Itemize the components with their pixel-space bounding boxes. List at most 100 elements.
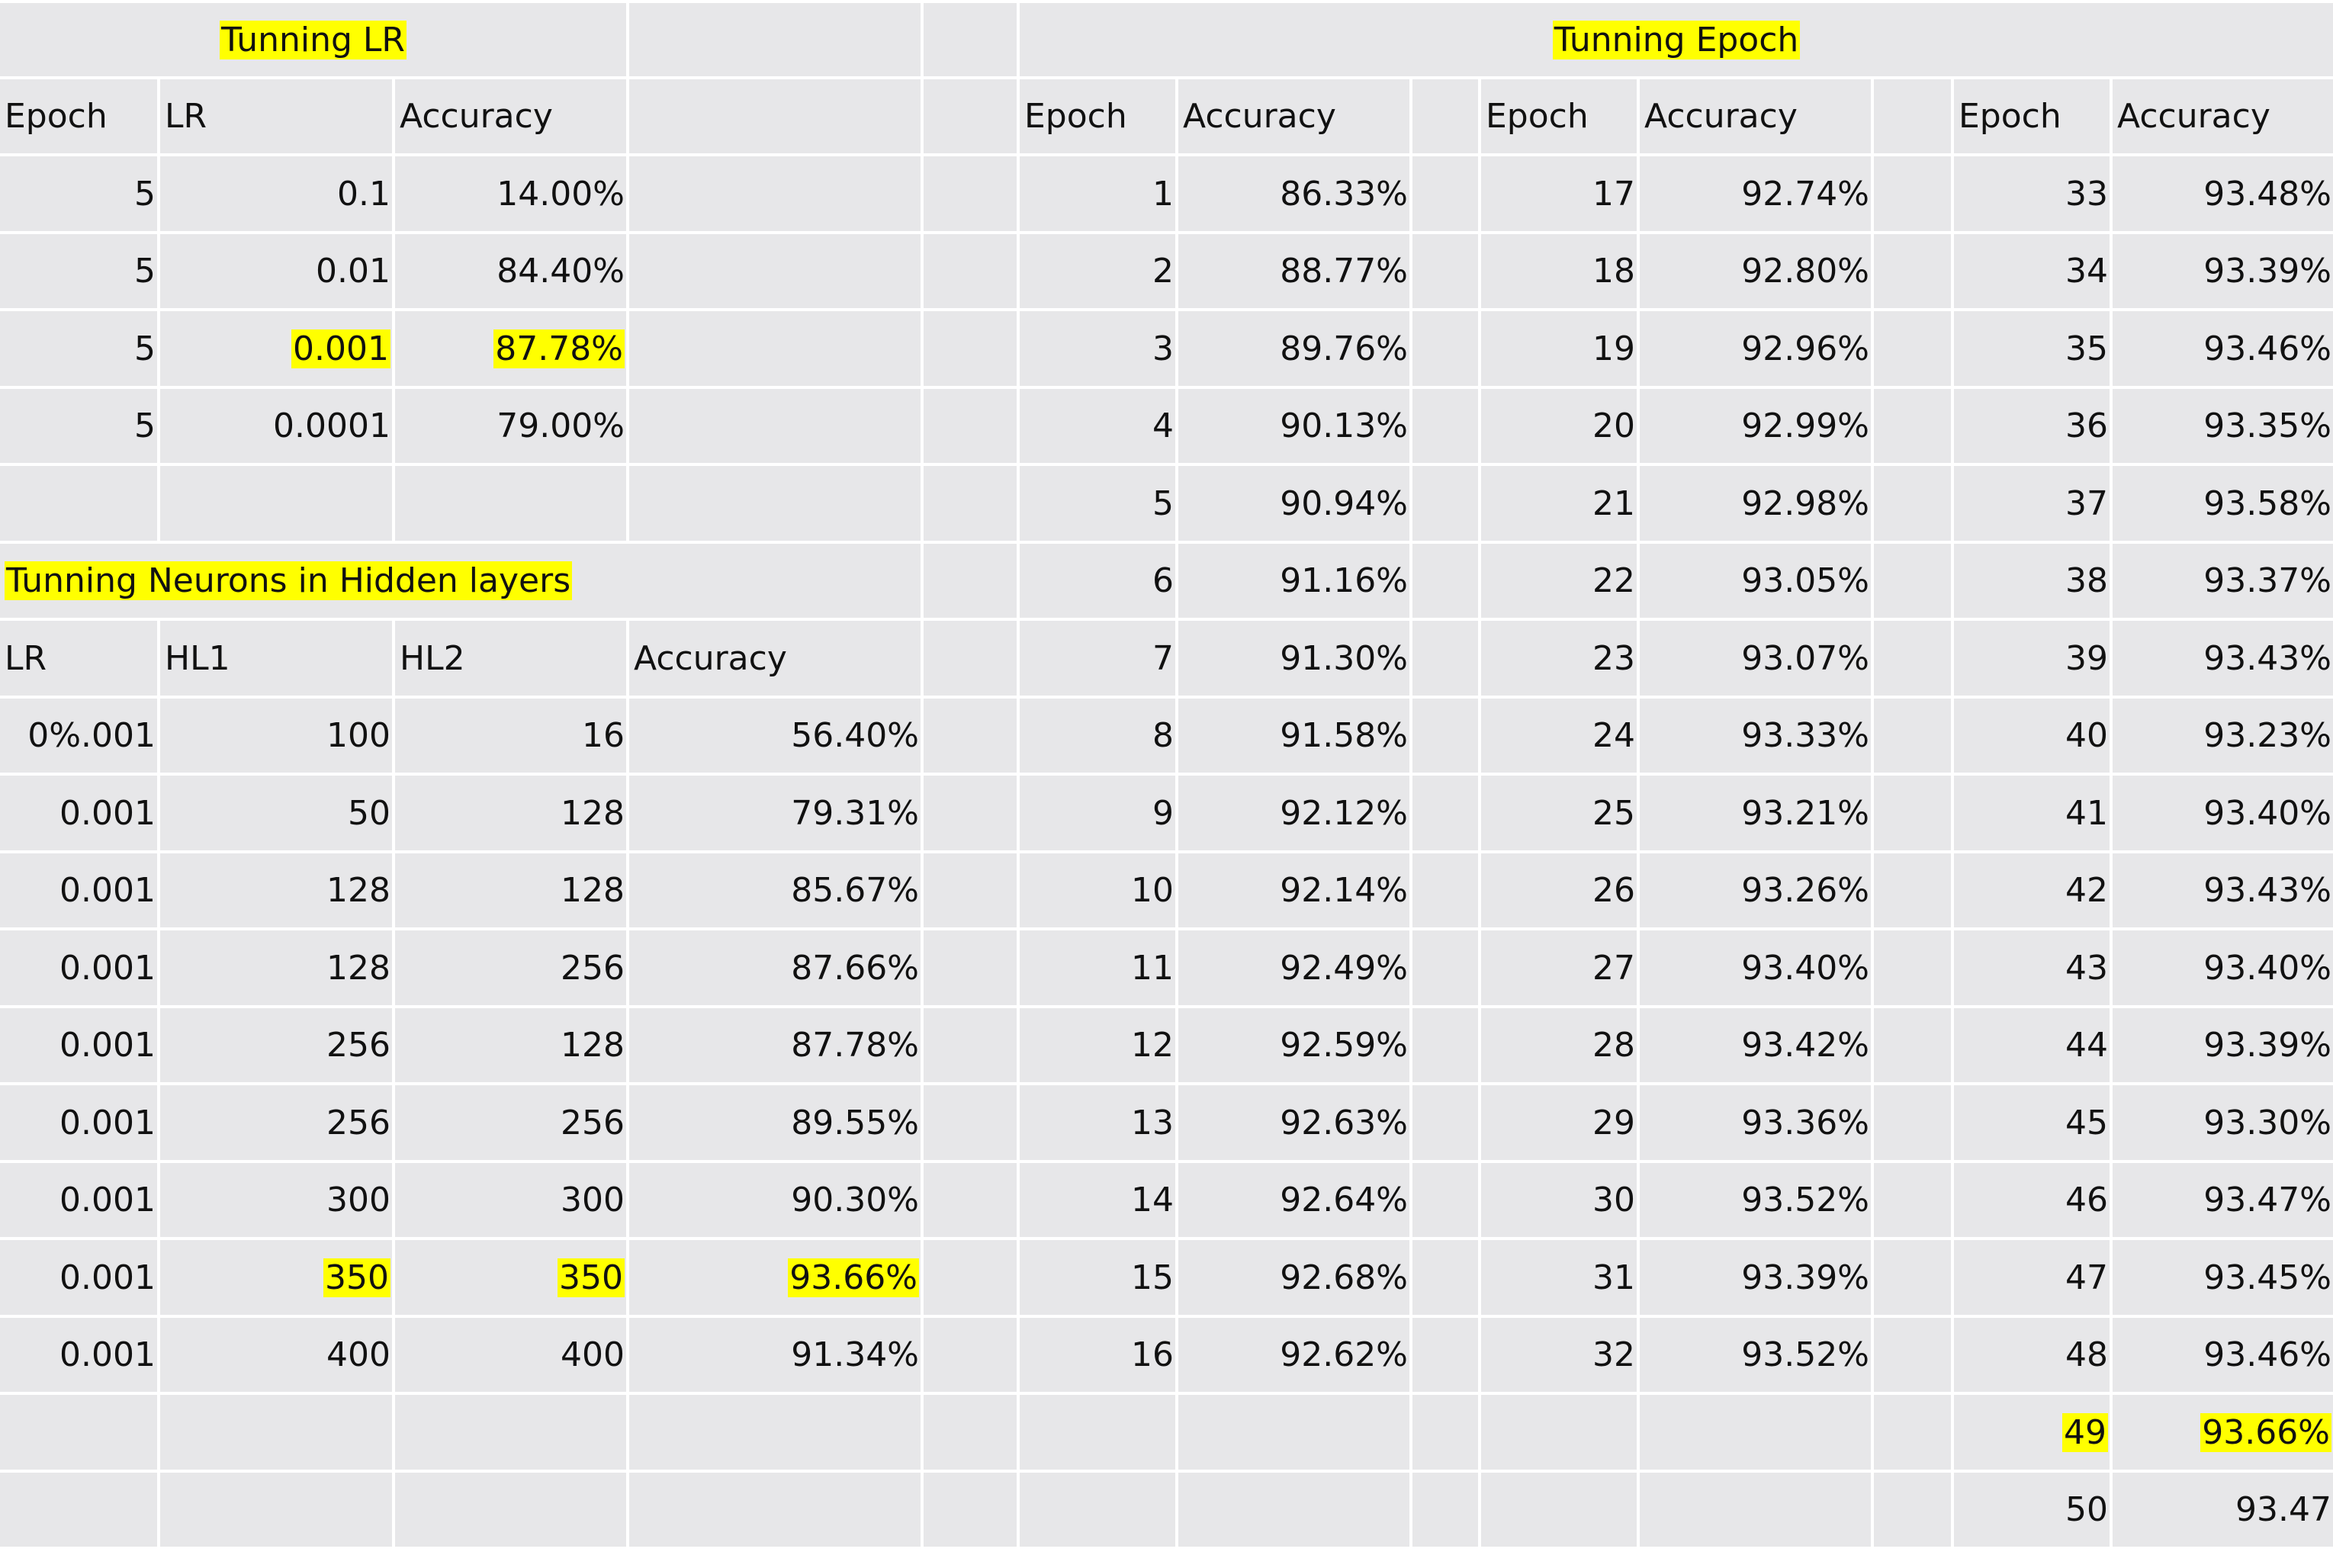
neurons-cell[interactable]: 128 <box>395 776 626 850</box>
lr-cell[interactable]: 14.00% <box>395 156 626 231</box>
epoch-accuracy[interactable]: 90.94% <box>1178 466 1409 541</box>
epoch-accuracy[interactable]: 93.35% <box>2113 389 2333 463</box>
empty-cell[interactable] <box>395 466 626 541</box>
empty-cell[interactable] <box>0 1395 157 1470</box>
empty-cell[interactable] <box>629 1473 921 1547</box>
epoch-number[interactable]: 35 <box>1954 311 2110 386</box>
empty-cell[interactable] <box>629 234 921 308</box>
epoch-accuracy[interactable]: 93.46% <box>2113 311 2333 386</box>
epoch-accuracy[interactable]: 93.39% <box>2113 1008 2333 1082</box>
epoch-accuracy[interactable]: 93.23% <box>2113 699 2333 773</box>
empty-cell[interactable] <box>924 234 1017 308</box>
epoch-accuracy[interactable]: 93.39% <box>2113 234 2333 308</box>
empty-cell[interactable] <box>1874 699 1951 773</box>
empty-cell[interactable] <box>1412 1395 1478 1470</box>
empty-cell[interactable] <box>1874 156 1951 231</box>
neurons-cell[interactable]: 128 <box>160 930 392 1005</box>
epoch-number[interactable]: 19 <box>1481 311 1637 386</box>
neurons-cell[interactable]: 85.67% <box>629 853 921 927</box>
epoch-number[interactable]: 18 <box>1481 234 1637 308</box>
lr-header-accuracy[interactable]: Accuracy <box>395 79 626 153</box>
empty-cell[interactable] <box>1412 79 1478 153</box>
empty-cell[interactable] <box>1640 1395 1871 1470</box>
neurons-cell[interactable]: 93.66% <box>629 1240 921 1315</box>
empty-cell[interactable] <box>160 1395 392 1470</box>
empty-cell[interactable] <box>1412 776 1478 850</box>
epoch-accuracy[interactable]: 92.49% <box>1178 930 1409 1005</box>
epoch-number[interactable]: 25 <box>1481 776 1637 850</box>
epoch-accuracy[interactable]: 93.42% <box>1640 1008 1871 1082</box>
neurons-cell[interactable]: 0.001 <box>0 1085 157 1160</box>
empty-cell[interactable] <box>629 79 921 153</box>
neurons-cell[interactable]: 87.66% <box>629 930 921 1005</box>
epoch-number[interactable]: 8 <box>1020 699 1175 773</box>
neurons-cell[interactable]: 56.40% <box>629 699 921 773</box>
epoch-accuracy[interactable]: 92.59% <box>1178 1008 1409 1082</box>
epoch-number[interactable]: 5 <box>1020 466 1175 541</box>
epoch-number[interactable]: 50 <box>1954 1473 2110 1547</box>
empty-cell[interactable] <box>1874 311 1951 386</box>
lr-cell[interactable]: 79.00% <box>395 389 626 463</box>
neurons-cell[interactable]: 350 <box>160 1240 392 1315</box>
neurons-cell[interactable]: 0.001 <box>0 930 157 1005</box>
epoch-accuracy[interactable]: 93.26% <box>1640 853 1871 927</box>
lr-cell[interactable]: 0.0001 <box>160 389 392 463</box>
empty-cell[interactable] <box>924 389 1017 463</box>
epoch-accuracy[interactable]: 88.77% <box>1178 234 1409 308</box>
epoch-number[interactable]: 24 <box>1481 699 1637 773</box>
neurons-header-hl2[interactable]: HL2 <box>395 621 626 696</box>
neurons-cell[interactable]: 350 <box>395 1240 626 1315</box>
epoch-number[interactable]: 14 <box>1020 1163 1175 1237</box>
epoch-accuracy[interactable]: 92.62% <box>1178 1318 1409 1392</box>
neurons-cell[interactable]: 300 <box>395 1163 626 1237</box>
epoch-number[interactable]: 32 <box>1481 1318 1637 1392</box>
lr-cell[interactable]: 0.01 <box>160 234 392 308</box>
epoch-number[interactable]: 49 <box>1954 1395 2110 1470</box>
epoch-number[interactable]: 17 <box>1481 156 1637 231</box>
empty-cell[interactable] <box>1412 544 1478 618</box>
empty-cell[interactable] <box>1178 1473 1409 1547</box>
empty-cell[interactable] <box>1874 930 1951 1005</box>
neurons-cell[interactable]: 16 <box>395 699 626 773</box>
epoch-accuracy[interactable]: 93.39% <box>1640 1240 1871 1315</box>
empty-cell[interactable] <box>1412 1240 1478 1315</box>
neurons-cell[interactable]: 0.001 <box>0 1163 157 1237</box>
empty-cell[interactable] <box>1874 389 1951 463</box>
epoch-accuracy[interactable]: 93.40% <box>2113 776 2333 850</box>
empty-cell[interactable] <box>1874 1473 1951 1547</box>
epoch-number[interactable]: 22 <box>1481 544 1637 618</box>
epoch-accuracy[interactable]: 93.30% <box>2113 1085 2333 1160</box>
accuracy-header[interactable]: Accuracy <box>2113 79 2333 153</box>
epoch-number[interactable]: 11 <box>1020 930 1175 1005</box>
epoch-number[interactable]: 29 <box>1481 1085 1637 1160</box>
neurons-cell[interactable]: 91.34% <box>629 1318 921 1392</box>
epoch-accuracy[interactable]: 93.37% <box>2113 544 2333 618</box>
neurons-section-title[interactable]: Tunning Neurons in Hidden layers <box>0 544 921 618</box>
epoch-accuracy[interactable]: 93.21% <box>1640 776 1871 850</box>
accuracy-header[interactable]: Accuracy <box>1640 79 1871 153</box>
epoch-accuracy[interactable]: 93.36% <box>1640 1085 1871 1160</box>
epoch-accuracy[interactable]: 93.48% <box>2113 156 2333 231</box>
neurons-header-lr[interactable]: LR <box>0 621 157 696</box>
empty-cell[interactable] <box>1874 1395 1951 1470</box>
empty-cell[interactable] <box>0 466 157 541</box>
epoch-accuracy[interactable]: 93.52% <box>1640 1163 1871 1237</box>
epoch-accuracy[interactable]: 91.30% <box>1178 621 1409 696</box>
lr-cell[interactable]: 87.78% <box>395 311 626 386</box>
neurons-header-accuracy[interactable]: Accuracy <box>629 621 921 696</box>
neurons-cell[interactable]: 256 <box>395 1085 626 1160</box>
empty-cell[interactable] <box>1412 1163 1478 1237</box>
empty-cell[interactable] <box>160 1473 392 1547</box>
epoch-accuracy[interactable]: 93.46% <box>2113 1318 2333 1392</box>
epoch-number[interactable]: 13 <box>1020 1085 1175 1160</box>
epoch-accuracy[interactable]: 92.12% <box>1178 776 1409 850</box>
neurons-cell[interactable]: 50 <box>160 776 392 850</box>
epoch-number[interactable]: 43 <box>1954 930 2110 1005</box>
empty-cell[interactable] <box>1481 1395 1637 1470</box>
epoch-accuracy[interactable]: 92.74% <box>1640 156 1871 231</box>
empty-cell[interactable] <box>1412 1008 1478 1082</box>
epoch-accuracy[interactable]: 93.47 <box>2113 1473 2333 1547</box>
epoch-number[interactable]: 30 <box>1481 1163 1637 1237</box>
epoch-number[interactable]: 37 <box>1954 466 2110 541</box>
empty-cell[interactable] <box>1412 699 1478 773</box>
